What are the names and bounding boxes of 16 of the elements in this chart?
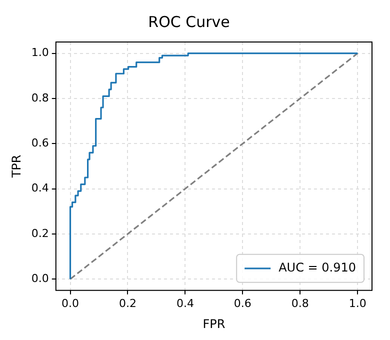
- y-tick-label: 0.2: [31, 226, 49, 240]
- y-tick-label: 0.0: [31, 272, 49, 285]
- y-tick-label: 0.6: [31, 136, 49, 150]
- y-tick-label: 0.8: [31, 91, 49, 104]
- legend-label: AUC = 0.910: [278, 260, 356, 275]
- x-tick-label: 0.2: [118, 296, 136, 310]
- x-tick-label: 1.0: [348, 296, 366, 310]
- chart-title: ROC Curve: [148, 12, 230, 31]
- y-tick-label: 1.0: [31, 46, 49, 60]
- y-tick-label: 0.4: [31, 182, 49, 195]
- x-tick-label: 0.8: [291, 296, 309, 310]
- x-tick-label: 0.4: [176, 296, 194, 310]
- x-tick-label: 0.6: [234, 296, 252, 310]
- x-axis-title: FPR: [202, 316, 226, 331]
- y-axis-title: TPR: [9, 154, 24, 179]
- x-tick-label: 0.0: [62, 296, 80, 310]
